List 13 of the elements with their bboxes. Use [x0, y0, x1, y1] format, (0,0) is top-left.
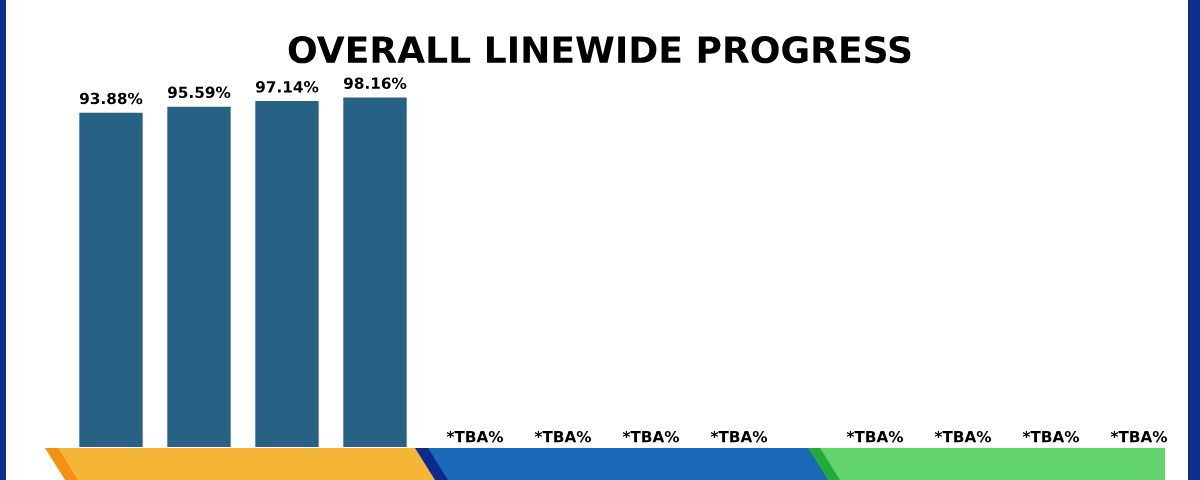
data-label: 97.14% [255, 81, 319, 93]
data-label: 95.59% [167, 86, 231, 99]
text: *TBA% [446, 430, 504, 443]
data-label: 93.88% [79, 92, 143, 105]
text: *TBA% [846, 430, 904, 443]
text: *TBA% [934, 430, 992, 443]
text: *TBA% [710, 430, 768, 443]
text: *TBA% [534, 430, 592, 443]
text: *TBA% [1022, 430, 1080, 443]
data-label: 98.16% [343, 77, 407, 89]
text: OVERALL LINEWIDE PROGRESS [288, 35, 911, 64]
text: *TBA% [1110, 430, 1168, 443]
text: *TBA% [622, 430, 680, 443]
